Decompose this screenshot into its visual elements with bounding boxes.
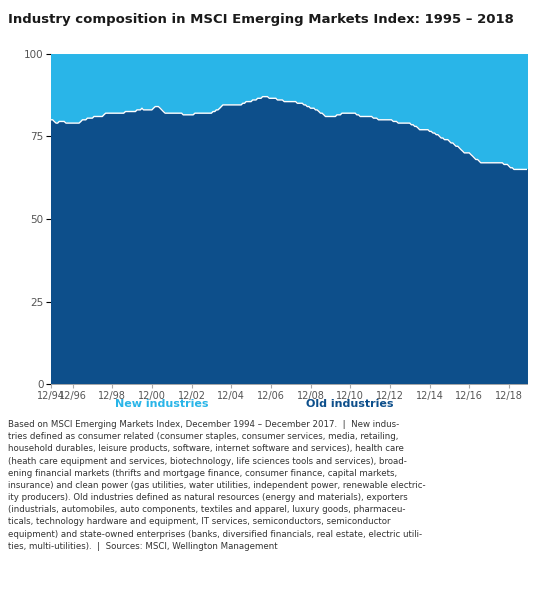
- Text: Industry composition in MSCI Emerging Markets Index: 1995 – 2018: Industry composition in MSCI Emerging Ma…: [8, 13, 514, 26]
- Text: Based on MSCI Emerging Markets Index, December 1994 – December 2017.  |  New ind: Based on MSCI Emerging Markets Index, De…: [8, 420, 426, 551]
- Text: New industries: New industries: [115, 399, 208, 409]
- Text: Old industries: Old industries: [306, 399, 393, 409]
